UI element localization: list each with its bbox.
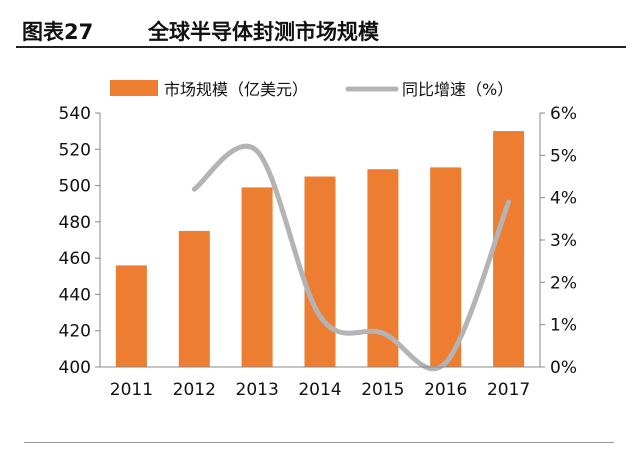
legend-label-bar: 市场规模（亿美元） (164, 80, 308, 99)
x-tick-label: 2011 (110, 380, 153, 400)
x-tick-label: 2013 (236, 380, 279, 400)
left-tick-label: 420 (59, 322, 91, 342)
chart-title: 全球半导体封测市场规模 (148, 20, 379, 44)
x-tick-label: 2012 (173, 380, 216, 400)
x-axis: 2011 2012 2013 2014 2015 2016 2017 (100, 366, 540, 400)
growth-rate-line (191, 143, 512, 372)
right-tick-label: 4% (550, 189, 577, 209)
left-tick-label: 520 (59, 140, 91, 160)
right-tick-label: 2% (550, 273, 577, 293)
bar-2014 (304, 176, 336, 367)
right-tick-label: 5% (550, 146, 577, 166)
bars-group (115, 131, 525, 367)
footer-divider (24, 442, 614, 443)
right-tick-label: 0% (550, 358, 577, 378)
bar-2013 (241, 187, 273, 367)
left-tick-label: 480 (59, 213, 91, 233)
figure-header: 图表27 全球半导体封测市场规模 (16, 8, 626, 48)
left-tick-label: 460 (59, 249, 91, 269)
left-tick-label: 500 (59, 177, 91, 197)
left-axis: 400 420 440 460 480 500 520 540 (59, 104, 101, 378)
bar-2016 (430, 167, 462, 367)
legend: 市场规模（亿美元） 同比增速（%） (110, 80, 513, 99)
bar-2011 (115, 265, 147, 367)
x-tick-label: 2016 (424, 380, 467, 400)
left-tick-label: 540 (59, 104, 91, 124)
x-tick-label: 2015 (361, 380, 404, 400)
x-tick-label: 2014 (298, 380, 341, 400)
bar-2012 (178, 230, 210, 367)
right-tick-label: 6% (550, 104, 577, 124)
legend-label-line: 同比增速（%） (402, 80, 513, 99)
bar-2017 (493, 131, 525, 367)
right-tick-label: 3% (550, 231, 577, 251)
x-tick-label: 2017 (487, 380, 530, 400)
left-tick-label: 400 (59, 358, 91, 378)
right-axis: 0% 1% 2% 3% 4% 5% 6% (539, 104, 577, 378)
figure-label: 图表27 (22, 20, 94, 44)
legend-swatch-bar (110, 80, 158, 96)
right-tick-label: 1% (550, 316, 577, 336)
left-tick-label: 440 (59, 285, 91, 305)
